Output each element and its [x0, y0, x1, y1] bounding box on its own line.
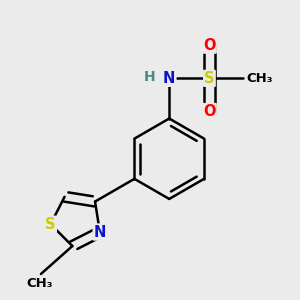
Text: O: O [203, 104, 216, 119]
Text: N: N [94, 224, 106, 239]
Text: H: H [144, 70, 156, 84]
Text: CH₃: CH₃ [26, 278, 52, 290]
Text: CH₃: CH₃ [246, 72, 273, 85]
Text: S: S [45, 217, 56, 232]
Text: N: N [163, 71, 175, 86]
Text: O: O [203, 38, 216, 52]
Text: S: S [204, 71, 215, 86]
